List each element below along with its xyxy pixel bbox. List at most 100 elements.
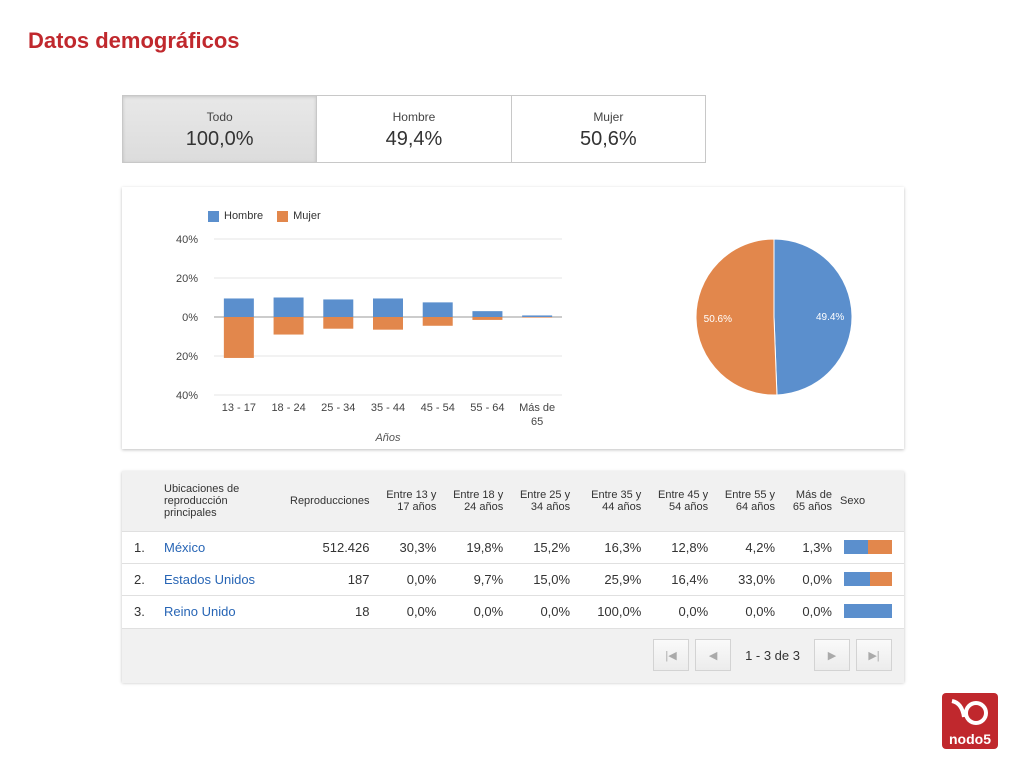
age-cell: 25,9% (604, 571, 642, 587)
x-tick-label: 55 - 64 (470, 402, 504, 414)
y-tick-label: 40% (176, 234, 198, 246)
x-tick-label: 25 - 34 (321, 402, 355, 414)
plays-header[interactable]: Reproducciones (290, 494, 370, 507)
legend-label: Mujer (293, 210, 321, 222)
pie-slice-label: 50.6% (704, 314, 732, 325)
legend-item-mujer[interactable]: Mujer (277, 210, 321, 222)
chart-legend: Hombre Mujer (208, 210, 321, 222)
x-tick-label: 65 (531, 416, 543, 428)
sex-cell (836, 563, 904, 595)
segment-mujer[interactable]: Mujer 50,6% (511, 96, 705, 162)
sex-cell (836, 595, 904, 627)
bar-hombre[interactable] (373, 298, 403, 317)
table-footer: |◀ ◀ 1 - 3 de 3 ▶ ▶| (122, 628, 904, 683)
plays-cell: 187 (347, 571, 370, 587)
location-link[interactable]: Estados Unidos (164, 571, 256, 587)
bar-mujer[interactable] (472, 317, 503, 320)
legend-swatch-hombre (208, 210, 219, 222)
bar-hombre[interactable] (522, 315, 553, 317)
y-tick-label: 0% (182, 312, 198, 324)
location-header[interactable]: Ubicaciones de reproducción principales (164, 482, 240, 519)
x-tick-label: 13 - 17 (222, 402, 256, 414)
gender-segment-control: Todo 100,0% Hombre 49,4% Mujer 50,6% (122, 95, 706, 163)
legend-item-hombre[interactable]: Hombre (208, 210, 263, 222)
svg-text:nodo5: nodo5 (949, 731, 991, 747)
segment-value: 50,6% (579, 128, 637, 150)
age-cell: 0,0% (406, 571, 437, 587)
age-header[interactable]: Entre 35 y 44 años (591, 488, 642, 513)
age-cell: 30,3% (399, 539, 437, 555)
bar-mujer[interactable] (273, 317, 304, 335)
locations-table: Ubicaciones de reproducción principales … (122, 471, 904, 627)
next-page-button[interactable]: ▶ (814, 639, 850, 671)
row-index: 2. (134, 571, 145, 587)
age-cell: 0,0% (473, 603, 504, 619)
age-header[interactable]: Entre 13 y 17 años (386, 488, 437, 513)
pie-slice[interactable] (773, 238, 853, 396)
segment-todo[interactable]: Todo 100,0% (123, 96, 318, 162)
age-cell: 0,0% (745, 603, 776, 619)
segment-hombre[interactable]: Hombre 49,4% (317, 96, 512, 162)
bar-hombre[interactable] (422, 302, 453, 317)
page-title: Datos demográficos (28, 28, 240, 53)
bar-mujer[interactable] (323, 317, 354, 329)
location-link[interactable]: México (164, 539, 206, 555)
sex-bar (844, 604, 892, 619)
bar-mujer[interactable] (522, 317, 553, 318)
segment-value: 100,0% (185, 128, 254, 150)
table-header-row: Ubicaciones de reproducción principales … (122, 471, 904, 531)
plays-cell: 512.426 (322, 539, 370, 555)
prev-page-icon: ◀ (708, 649, 718, 662)
last-page-icon: ▶| (868, 649, 880, 662)
age-cell: 100,0% (597, 603, 642, 619)
x-tick-label: 35 - 44 (371, 402, 405, 414)
locations-table-card: Ubicaciones de reproducción principales … (122, 471, 904, 683)
age-cell: 16,4% (671, 571, 709, 587)
plays-cell: 18 (355, 603, 370, 619)
pie-slice-label: 49.4% (816, 312, 844, 323)
age-header[interactable]: Entre 25 y 34 años (519, 488, 571, 513)
sex-bar-male (844, 604, 892, 619)
age-header[interactable]: Entre 45 y 54 años (658, 488, 709, 513)
age-cell: 15,0% (533, 571, 571, 587)
location-cell: Reino Unido (160, 595, 286, 627)
table-row: 1. México 512.426 30,3% 19,8% 15,2% 16,3% 12,8%… (122, 531, 904, 563)
bar-mujer[interactable] (223, 317, 254, 358)
sex-bar-female (868, 540, 892, 554)
location-cell: Estados Unidos (160, 563, 286, 595)
age-header[interactable]: Más de 65 años (792, 488, 832, 513)
nodo5-logo: nodo5 (942, 693, 998, 749)
next-page-icon: ▶ (827, 649, 837, 662)
legend-swatch-mujer (277, 210, 289, 222)
bar-mujer[interactable] (373, 317, 403, 330)
age-cell: 0,0% (802, 571, 832, 587)
sex-bar-male (844, 540, 868, 554)
y-tick-label: 40% (176, 390, 198, 402)
age-cell: 9,7% (473, 571, 504, 587)
x-tick-label: 18 - 24 (271, 402, 305, 414)
age-cell: 0,0% (802, 603, 832, 619)
sex-bar-male (844, 572, 871, 586)
bar-hombre[interactable] (472, 311, 503, 317)
first-page-button[interactable]: |◀ (653, 639, 690, 671)
age-header[interactable]: Entre 18 y 24 años (453, 488, 504, 513)
table-row: 2. Estados Unidos 187 0,0% 9,7% 15,0% 25,9% 16,… (122, 563, 904, 595)
bar-hombre[interactable] (323, 299, 354, 317)
location-cell: México (160, 531, 286, 563)
bar-mujer[interactable] (422, 317, 453, 326)
pagination: |◀ ◀ 1 - 3 de 3 ▶ ▶| (653, 639, 892, 671)
demographics-chart-card: Hombre Mujer 40% 20% 0% 20% 40% 13 - 17 18 - 2… (122, 187, 904, 449)
age-cell: 0,0% (678, 603, 709, 619)
segment-label: Hombre (392, 110, 436, 124)
bar-hombre[interactable] (273, 297, 304, 318)
age-cell: 0,0% (406, 603, 437, 619)
location-link[interactable]: Reino Unido (164, 603, 236, 619)
prev-page-button[interactable]: ◀ (695, 639, 732, 671)
age-header[interactable]: Entre 55 y 64 años (724, 488, 776, 513)
table-row: 3. Reino Unido 18 0,0% 0,0% 0,0% 100,0% 0,0% 0,0… (122, 595, 904, 627)
age-cell: 1,3% (802, 539, 832, 555)
last-page-button[interactable]: ▶| (856, 639, 892, 671)
pie-slice[interactable] (695, 238, 778, 396)
bar-hombre[interactable] (223, 298, 254, 317)
x-tick-label: Más de (519, 402, 555, 414)
